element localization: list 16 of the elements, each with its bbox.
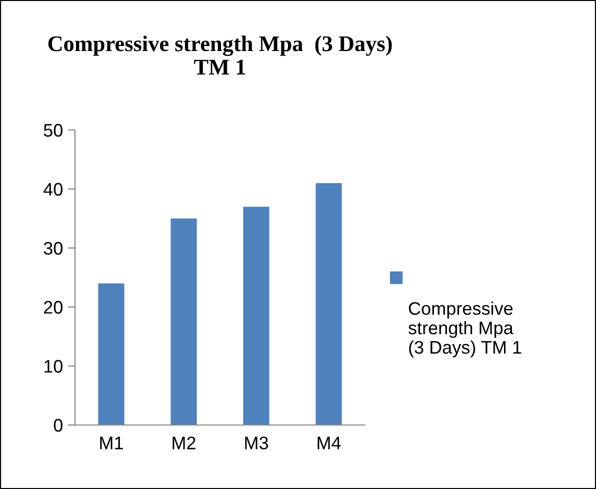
y-tick-label: 0	[54, 418, 62, 432]
y-tick-label: 20	[44, 300, 62, 314]
y-tick-label: 40	[44, 182, 62, 196]
bar	[98, 283, 124, 425]
x-tick-label: M2	[172, 436, 196, 450]
bar	[316, 183, 342, 425]
chart-title: Compressive strength Mpa (3 Days) TM 1	[48, 36, 392, 74]
legend-label: Compressive strength Mpa (3 Days) TM 1	[408, 302, 522, 358]
x-tick-label: M3	[245, 436, 268, 450]
y-tick-label: 30	[44, 242, 62, 255]
y-tick-label: 50	[44, 124, 62, 137]
x-tick-label: M4	[318, 436, 341, 450]
bar	[170, 218, 197, 425]
bar	[243, 206, 270, 425]
y-tick-label: 10	[44, 360, 62, 373]
x-tick-label: M1	[100, 436, 123, 450]
